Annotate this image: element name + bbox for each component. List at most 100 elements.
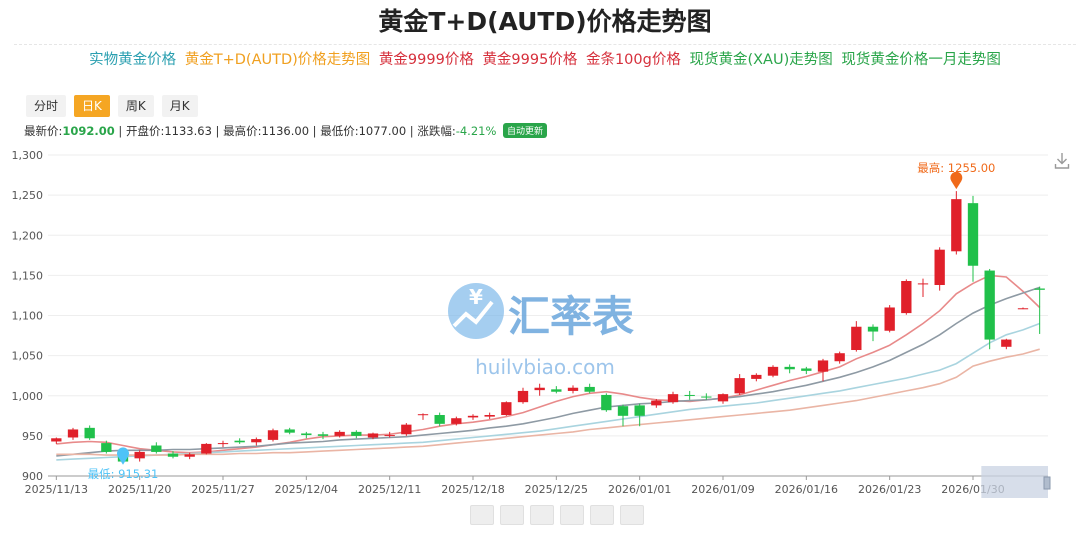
candle bbox=[151, 442, 162, 454]
page-title: 黄金T+D(AUTD)价格走势图 bbox=[378, 7, 712, 36]
candle-body bbox=[401, 424, 412, 435]
candle-body bbox=[934, 249, 945, 286]
link-gold-bar-100g[interactable]: 金条100g价格 bbox=[585, 52, 681, 68]
candle bbox=[284, 427, 295, 435]
toolbar-button[interactable] bbox=[590, 505, 614, 525]
candle bbox=[917, 278, 929, 298]
candle bbox=[517, 387, 529, 404]
tab-weekly-k[interactable]: 周K bbox=[117, 95, 154, 117]
candle-body bbox=[84, 427, 95, 439]
watermark-url: huilvbiao.com bbox=[475, 355, 615, 379]
candle-body bbox=[384, 435, 395, 437]
high-label: 最高: 1255.00 bbox=[917, 161, 995, 175]
candle-body bbox=[284, 429, 295, 433]
toolbar-button[interactable] bbox=[530, 505, 554, 525]
candle bbox=[967, 195, 979, 282]
auto-update-badge[interactable]: 自动更新 bbox=[503, 123, 548, 138]
link-gold-9999[interactable]: 黄金9999价格 bbox=[378, 52, 474, 68]
candle bbox=[417, 413, 429, 420]
candle bbox=[301, 431, 312, 439]
candle bbox=[351, 430, 362, 439]
candle bbox=[851, 321, 862, 352]
zoom-scrollbar bbox=[981, 466, 1051, 498]
candle bbox=[267, 428, 279, 442]
link-autd[interactable]: 黄金T+D(AUTD)价格走势图 bbox=[184, 52, 371, 68]
candle-body bbox=[484, 415, 495, 417]
y-tick-label: 1,250 bbox=[12, 189, 44, 202]
candle-body bbox=[417, 414, 429, 416]
candle-body bbox=[201, 443, 212, 454]
x-tick-label: 2026/01/01 bbox=[608, 483, 671, 496]
candle bbox=[201, 443, 212, 455]
candle bbox=[767, 365, 779, 378]
candle bbox=[251, 437, 262, 446]
change-value: -4.21% bbox=[455, 124, 497, 138]
candle bbox=[784, 364, 795, 374]
toolbar-button[interactable] bbox=[620, 505, 644, 525]
scrollbar-handle[interactable] bbox=[1043, 476, 1051, 490]
candle bbox=[401, 423, 412, 436]
link-spot-month[interactable]: 现货黄金价格一月走势图 bbox=[841, 52, 1001, 68]
latest-price-value: 1092.00 bbox=[62, 124, 115, 138]
candle bbox=[1034, 286, 1045, 334]
download-icon[interactable] bbox=[1054, 152, 1070, 170]
candle-body bbox=[751, 374, 762, 379]
latest-price-label: 最新价: bbox=[24, 124, 63, 138]
candle bbox=[501, 401, 512, 416]
link-physical-gold[interactable]: 实物黄金价格 bbox=[89, 52, 177, 68]
candle-body bbox=[467, 415, 479, 418]
candle-body bbox=[601, 394, 612, 411]
candle bbox=[434, 412, 445, 427]
y-tick-label: 1,200 bbox=[12, 229, 44, 242]
candle-body bbox=[267, 430, 279, 440]
chart-toolbar bbox=[470, 505, 644, 525]
candle-body bbox=[517, 390, 529, 403]
link-gold-9995[interactable]: 黄金9995价格 bbox=[482, 52, 578, 68]
candle bbox=[734, 374, 745, 395]
tab-monthly-k[interactable]: 月K bbox=[161, 95, 198, 117]
y-tick-label: 1,100 bbox=[12, 310, 44, 323]
candle bbox=[67, 427, 79, 440]
ma-line-ma4 bbox=[56, 348, 1040, 456]
candle bbox=[751, 373, 762, 382]
y-tick-label: 1,150 bbox=[12, 269, 44, 282]
change-label: | 涨跌幅: bbox=[409, 124, 456, 138]
low-label: 最低: 915.31 bbox=[88, 467, 159, 481]
candle bbox=[601, 393, 612, 412]
x-tick-label: 2025/11/27 bbox=[191, 483, 254, 496]
toolbar-button[interactable] bbox=[500, 505, 524, 525]
candles bbox=[51, 191, 1045, 464]
link-spot-xau[interactable]: 现货黄金(XAU)走势图 bbox=[689, 52, 833, 68]
scrollbar-window[interactable] bbox=[981, 466, 1048, 498]
candle bbox=[667, 391, 679, 404]
candle-body bbox=[634, 405, 645, 416]
candle bbox=[51, 437, 62, 444]
x-tick-label: 2025/11/20 bbox=[108, 483, 171, 496]
x-axis: 2025/11/13 2025/11/20 2025/11/27 2025/12/04… bbox=[25, 475, 1048, 496]
high-marker-icon bbox=[950, 171, 963, 190]
y-tick-label: 950 bbox=[22, 430, 43, 443]
candle-body bbox=[984, 270, 995, 340]
candle bbox=[384, 431, 395, 438]
candle bbox=[934, 247, 945, 291]
candle-body bbox=[684, 394, 695, 396]
candle bbox=[217, 440, 229, 448]
x-tick-label: 2025/12/04 bbox=[275, 483, 338, 496]
tab-intraday[interactable]: 分时 bbox=[26, 95, 67, 117]
candle bbox=[134, 450, 145, 462]
toolbar-button[interactable] bbox=[560, 505, 584, 525]
y-tick-label: 1,300 bbox=[12, 149, 44, 162]
x-tick-label: 2025/11/13 bbox=[25, 483, 88, 496]
toolbar-button[interactable] bbox=[470, 505, 494, 525]
candle-body bbox=[917, 283, 929, 285]
y-tick-label: 1,000 bbox=[12, 390, 44, 403]
candle bbox=[467, 414, 479, 420]
candle bbox=[901, 279, 912, 315]
candle bbox=[584, 383, 595, 394]
moving-average-lines bbox=[56, 274, 1041, 461]
candle bbox=[651, 398, 662, 408]
candle bbox=[567, 385, 579, 394]
tab-daily-k[interactable]: 日K bbox=[74, 95, 110, 117]
x-tick-label: 2025/12/11 bbox=[358, 483, 421, 496]
candle bbox=[534, 383, 545, 396]
